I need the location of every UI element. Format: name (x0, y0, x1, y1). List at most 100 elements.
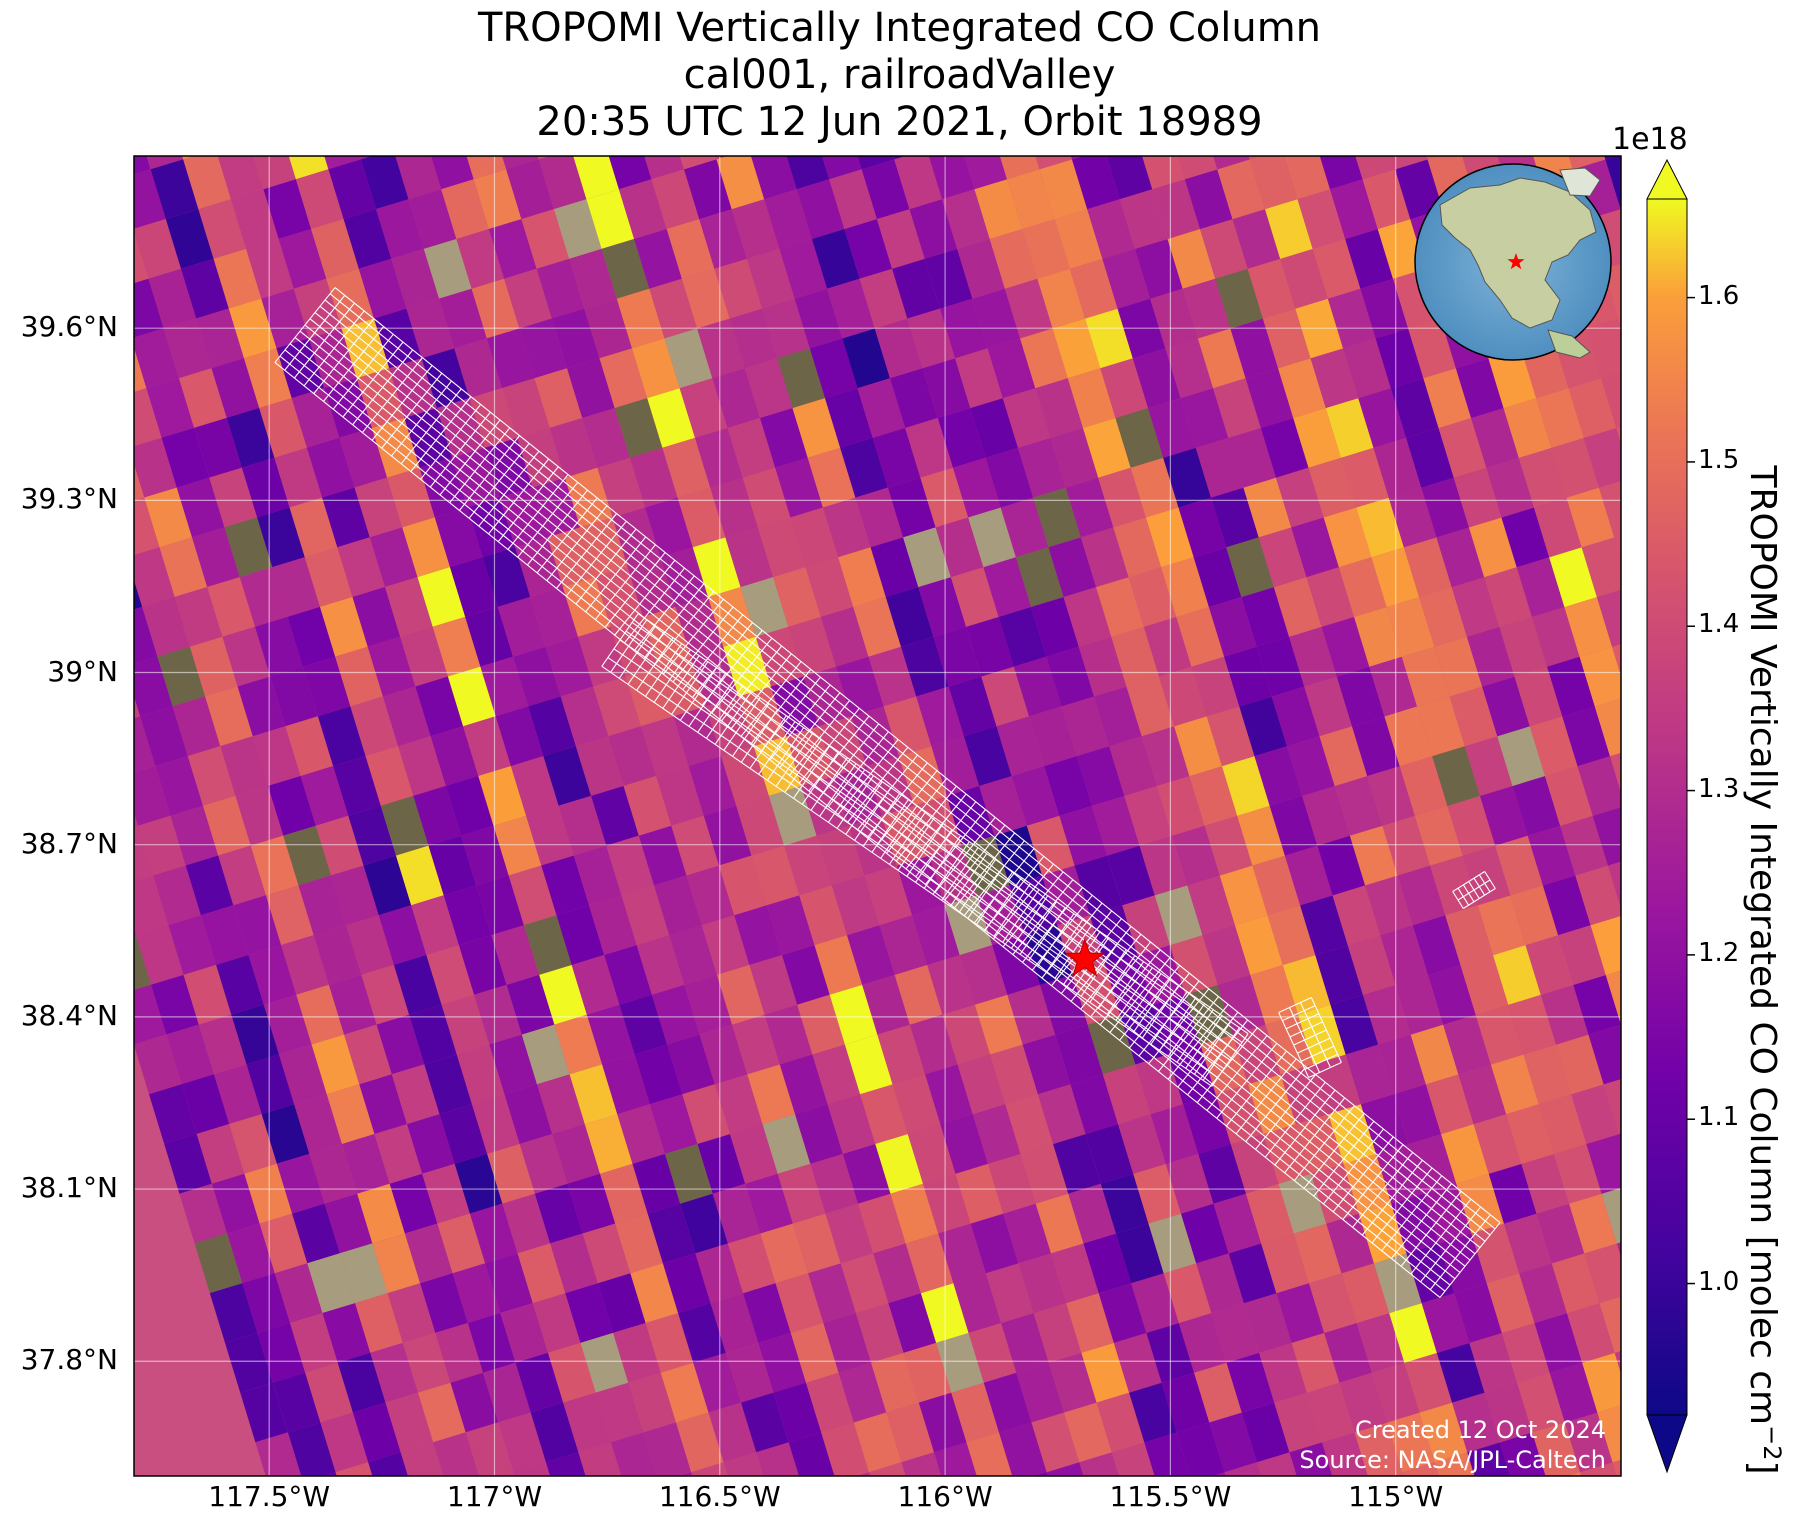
co-pixel-cell (1249, 156, 1298, 210)
co-pixel-cell (1486, 1273, 1535, 1334)
co-pixel-cell (545, 1452, 586, 1476)
terrain-gap-cell (283, 825, 331, 886)
co-pixel-cell (196, 1124, 245, 1184)
co-pixel-cell (820, 607, 869, 667)
co-pixel-cell (645, 497, 693, 558)
co-pixel-cell (296, 984, 345, 1045)
co-pixel-cell (560, 686, 609, 747)
co-pixel-cell (716, 156, 765, 210)
co-pixel-cell (134, 463, 145, 501)
co-pixel-cell (231, 1004, 279, 1065)
co-pixel-cell (852, 1522, 900, 1532)
co-pixel-cell (1052, 318, 1101, 379)
co-pixel-cell (764, 1004, 813, 1065)
terrain-gap-cell (1115, 408, 1164, 468)
co-pixel-cell (712, 1183, 761, 1244)
co-pixel-cell (1118, 1114, 1166, 1174)
co-pixel-cell (812, 1044, 861, 1105)
co-pixel-cell (1065, 477, 1114, 538)
co-pixel-cell (1612, 1459, 1621, 1476)
co-pixel-cell (1503, 398, 1552, 458)
co-pixel-cell (1091, 796, 1140, 856)
co-pixel-cell (179, 1183, 228, 1244)
co-pixel-cell (1064, 1402, 1112, 1463)
co-pixel-cell (1564, 1412, 1613, 1473)
co-pixel-cell (298, 875, 347, 936)
co-pixel-cell (478, 766, 527, 826)
co-pixel-cell (1200, 1034, 1249, 1095)
co-pixel-cell (81, 398, 129, 458)
co-pixel-cell (532, 477, 581, 538)
co-pixel-cell (134, 231, 149, 284)
co-pixel-cell (465, 1422, 514, 1476)
co-pixel-cell (279, 1044, 327, 1105)
co-pixel-cell (1206, 706, 1255, 767)
co-pixel-cell (354, 477, 403, 538)
co-pixel-cell (359, 1074, 407, 1134)
co-pixel-cell (149, 1084, 197, 1144)
co-pixel-cell (1575, 865, 1621, 926)
co-pixel-cell (1204, 815, 1253, 876)
co-pixel-cell (493, 815, 542, 876)
co-pixel-cell (784, 835, 832, 896)
co-pixel-cell (539, 965, 587, 1025)
co-pixel-cell (513, 1462, 551, 1476)
co-pixel-cell (1504, 1213, 1552, 1274)
co-pixel-cell (1033, 1303, 1082, 1363)
co-pixel-cell (1066, 1293, 1114, 1353)
co-pixel-cell (134, 497, 160, 556)
co-pixel-cell (508, 865, 557, 926)
co-pixel-cell (1116, 1223, 1164, 1284)
co-pixel-cell (937, 408, 986, 468)
co-pixel-cell (178, 368, 227, 428)
co-pixel-cell (586, 1004, 635, 1065)
co-pixel-cell (691, 1462, 728, 1476)
co-pixel-cell (1031, 597, 1079, 657)
co-pixel-cell (734, 905, 782, 965)
co-pixel-cell (452, 1263, 501, 1323)
co-pixel-cell (225, 1332, 273, 1393)
co-pixel-cell (1356, 497, 1404, 558)
co-pixel-cell (144, 487, 192, 548)
co-pixel-cell (207, 577, 255, 637)
co-pixel-cell (1514, 666, 1563, 727)
co-pixel-cell (1323, 507, 1372, 568)
co-pixel-cell (1243, 1293, 1292, 1353)
co-pixel-cell (1616, 1242, 1621, 1258)
co-pixel-cell (142, 596, 190, 657)
co-pixel-cell (488, 219, 537, 279)
co-pixel-cell (1483, 1492, 1531, 1532)
co-pixel-cell (816, 825, 865, 886)
co-pixel-cell (1241, 587, 1290, 647)
co-pixel-cell (968, 1323, 1017, 1383)
co-pixel-cell (1152, 179, 1200, 240)
co-pixel-cell (250, 835, 299, 896)
co-pixel-cell (972, 1104, 1021, 1164)
co-pixel-cell (1230, 1134, 1279, 1194)
colorbar-max-extend (1646, 158, 1688, 200)
co-pixel-cell (1189, 766, 1238, 826)
co-pixel-cell (963, 726, 1012, 786)
co-pixel-cell (723, 636, 771, 697)
co-pixel-cell (1297, 189, 1346, 249)
co-pixel-cell (1007, 169, 1055, 230)
co-pixel-cell (1209, 1412, 1257, 1473)
longitude-tick-label: 115°W (1348, 1480, 1444, 1513)
co-pixel-cell (1391, 1193, 1439, 1254)
co-pixel-cell (676, 1412, 724, 1473)
co-pixel-cell (679, 378, 728, 438)
co-pixel-cell (252, 726, 301, 786)
co-pixel-cell (355, 1293, 403, 1353)
co-pixel-cell (435, 1323, 483, 1383)
co-pixel-cell (333, 756, 381, 816)
co-pixel-cell (263, 179, 312, 239)
co-pixel-cell (758, 1333, 806, 1393)
co-pixel-cell (803, 666, 852, 727)
co-pixel-cell (1564, 597, 1613, 657)
co-pixel-cell (500, 1303, 548, 1363)
co-pixel-cell (466, 156, 507, 180)
co-pixel-cell (1451, 577, 1500, 637)
co-pixel-cell (679, 156, 717, 170)
co-pixel-cell (644, 156, 684, 180)
co-pixel-cell (827, 278, 875, 339)
